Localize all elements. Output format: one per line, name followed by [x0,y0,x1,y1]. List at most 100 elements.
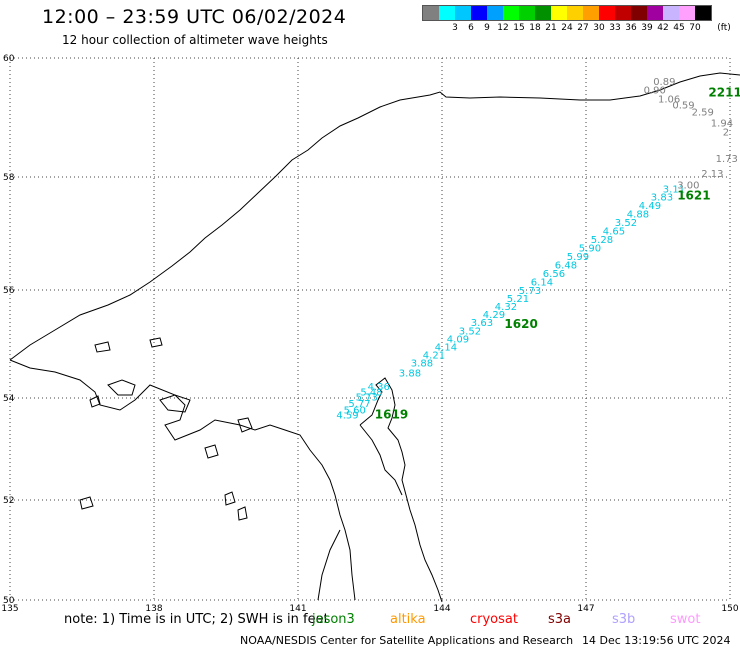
wave-height-label: 2.13 [701,169,723,180]
wave-height-label: 4.09 [447,334,469,345]
satellite-legend-item: cryosat [470,612,518,627]
altimeter-tracks: 4.595.605.775.735.484.3616193.883.884.21… [336,77,740,422]
legend-label: 70 [689,23,701,33]
wave-height-label: 4.29 [483,310,505,321]
legend-swatch [567,6,583,20]
wave-height-label: 4.59 [336,410,358,421]
wave-height-label: 1.06 [658,95,680,106]
wave-height-label: 3.83 [651,193,673,204]
wave-height-label: 5.99 [567,252,589,263]
legend-label: 21 [545,23,557,33]
legend-label: 42 [657,23,669,33]
lat-tick-label: 56 [3,286,15,296]
legend-swatch [487,6,503,20]
lon-tick-label: 147 [577,604,594,614]
pass-time-label: 1621 [677,189,710,203]
legend-label: 27 [577,23,589,33]
legend-label: 18 [529,23,541,33]
wave-height-label: 3.11 [663,184,685,195]
wave-height-label: 5.28 [591,235,613,246]
lat-tick-label: 54 [3,394,15,404]
lat-tick-label: 52 [3,496,14,506]
wave-height-label: 5.73 [519,286,541,297]
legend-label: 45 [673,23,685,33]
shantar-islands [79,337,253,521]
pass-time-label: 1619 [375,407,408,421]
legend-swatch [663,6,679,20]
wave-height-label: 0.59 [672,101,694,112]
wave-height-label: 4.36 [368,382,390,393]
legend-label: 9 [484,23,490,33]
satellite-legend-item: jason3 [312,612,355,627]
wave-height-label: 4.14 [435,342,457,353]
wave-height-label: 4.88 [627,210,649,221]
axis-tick-labels: 135 138 141 144 147 150 60 58 56 54 52 50 [1,54,738,614]
satellite-legend-item: s3b [612,612,636,627]
map-grid [9,57,731,601]
legend-label: 24 [561,23,573,33]
wave-height-label: 5.77 [348,399,370,410]
legend-label: 3 [452,23,458,33]
lon-tick-label: 150 [721,604,738,614]
color-legend: 3 6 9 12 15 18 21 24 27 30 33 36 39 42 45 70 (ft) [422,5,731,35]
wave-height-label: 4.49 [639,201,661,212]
wave-height-label: 3.52 [615,218,637,229]
coastline [9,72,740,603]
wave-height-label: 6.56 [543,269,565,280]
wave-height-label: 3.88 [399,368,421,379]
wave-height-label: 1.73 [716,154,738,165]
legend-swatch [471,6,487,20]
pass-time-label: 1620 [504,317,537,331]
wave-height-label: 5.60 [344,405,366,416]
legend-swatch [615,6,631,20]
legend-swatch [503,6,519,20]
legend-swatch [647,6,663,20]
legend-label: 6 [468,23,474,33]
legend-swatch [631,6,647,20]
sakhalin-coastline [317,377,443,603]
wave-height-label: 6.48 [555,261,577,272]
lat-tick-label: 58 [3,173,15,183]
wave-height-label: 5.21 [507,294,529,305]
legend-swatch [679,6,695,20]
legend-swatch [583,6,599,20]
legend-swatch [535,6,551,20]
legend-swatch [455,6,471,20]
mainland-coastline [9,72,740,361]
wave-height-label: 5.90 [579,244,601,255]
generated-timestamp: 14 Dec 13:19:56 UTC 2024 [582,634,731,647]
wave-height-label: 0.90 [644,86,666,97]
legend-swatch [423,6,439,20]
pass-time-label: 2211 [708,86,740,100]
footer-note: note: 1) Time is in UTC; 2) SWH is in fe… [64,612,329,627]
legend-label: 30 [593,23,605,33]
lat-tick-label: 60 [3,54,15,64]
satellite-legend-item: altika [390,612,426,627]
legend-swatch [551,6,567,20]
legend-swatch [439,6,455,20]
credit-line: NOAA/NESDIS Center for Satellite Applica… [240,634,574,647]
legend-swatch [695,6,711,20]
map-subtitle: 12 hour collection of altimeter wave hei… [62,33,328,47]
legend-labels: 3 6 9 12 15 18 21 24 27 30 33 36 39 42 45 70 (ft) [422,21,731,35]
lat-tick-label: 50 [3,596,15,606]
legend-swatch [519,6,535,20]
legend-swatch [599,6,615,20]
map-title: 12:00 – 23:59 UTC 06/02/2024 [42,6,347,28]
lon-tick-label: 141 [289,604,306,614]
legend-label: 15 [513,23,525,33]
lon-tick-label: 138 [145,604,162,614]
satellite-legend-item: swot [670,612,701,627]
wave-height-label: 3.63 [471,318,493,329]
amur-coastline [9,359,356,601]
wave-height-label: 1.94 [711,118,733,129]
wave-height-label: 3.88 [411,359,433,370]
wave-height-label: 0.89 [653,77,675,88]
wave-height-label: 3.00 [677,180,699,191]
wave-height-label: 3.52 [459,326,481,337]
wave-height-label: 4.21 [423,351,445,362]
wave-height-label: 2 [723,127,729,138]
lon-tick-label: 144 [433,604,450,614]
lon-tick-label: 135 [1,604,18,614]
